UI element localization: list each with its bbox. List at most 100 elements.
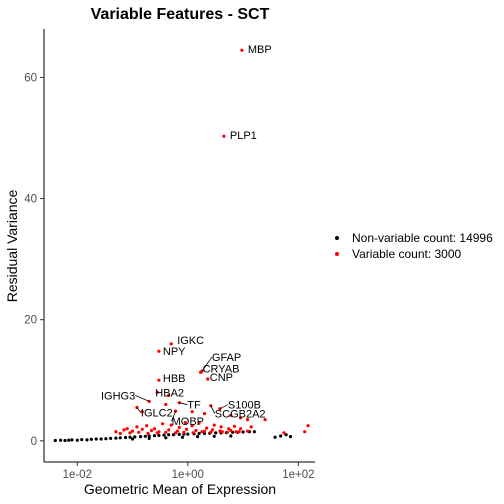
point-1-67 — [218, 429, 222, 433]
point-0-8 — [89, 437, 93, 441]
point-1-25 — [145, 424, 149, 428]
point-1-28 — [169, 423, 173, 427]
point-1-65 — [200, 430, 204, 434]
gene-label-scgb2a2: SCGB2A2 — [215, 409, 266, 421]
x-tick-label-0: 1e-02 — [63, 469, 92, 481]
point-1-64 — [191, 431, 195, 435]
legend-label-1: Variable count: 3000 — [352, 247, 462, 261]
point-1-19 — [202, 412, 207, 416]
point-1-52 — [220, 430, 224, 434]
gene-label-npy: NPY — [163, 346, 186, 358]
legend-label-0: Non-variable count: 14996 — [352, 231, 493, 245]
point-0-17 — [133, 435, 137, 439]
point-1-9 — [167, 393, 171, 397]
point-1-26 — [152, 427, 157, 431]
x-tick-label-2: 1e+02 — [282, 469, 314, 481]
x-axis-ticks: 1e-02 1e+00 1e+02 — [63, 462, 315, 481]
point-1-35 — [219, 425, 223, 429]
point-1-24 — [135, 425, 139, 429]
point-0-50 — [284, 433, 288, 437]
point-1-21 — [239, 416, 243, 420]
point-1-22 — [245, 418, 250, 422]
gene-label-hba2: HBA2 — [155, 387, 184, 399]
point-0-43 — [164, 436, 168, 440]
point-1-13 — [209, 404, 213, 408]
point-1-51 — [210, 428, 215, 432]
label-leader-10 — [210, 405, 216, 414]
point-1-50 — [202, 429, 207, 433]
point-1-44 — [149, 428, 154, 433]
point-1-29 — [177, 425, 181, 430]
point-1-33 — [205, 426, 209, 430]
point-0-26 — [177, 432, 181, 436]
point-1-49 — [194, 428, 198, 433]
point-1-73 — [303, 430, 307, 434]
y-tick-label-2: 40 — [24, 194, 37, 206]
point-1-12 — [177, 401, 181, 405]
point-0-46 — [212, 434, 216, 438]
point-1-48 — [185, 427, 189, 431]
series-0 — [53, 430, 293, 443]
point-1-7 — [157, 378, 161, 382]
point-1-60 — [155, 431, 159, 435]
x-axis-title: Geometric Mean of Expression — [84, 481, 276, 497]
gene-label-gfap: GFAP — [212, 352, 241, 364]
point-1-43 — [140, 427, 144, 431]
point-1-18 — [190, 410, 194, 414]
point-0-51 — [288, 435, 293, 439]
point-0-11 — [104, 437, 108, 441]
point-0-21 — [152, 434, 157, 438]
gene-label-hbb: HBB — [163, 373, 186, 385]
gene-label-cryab: CRYAB — [203, 363, 240, 375]
label-leader-11 — [135, 395, 150, 402]
point-1-3 — [157, 349, 161, 353]
point-1-23 — [125, 427, 129, 431]
point-1-66 — [209, 430, 213, 434]
point-1-27 — [161, 422, 165, 426]
point-0-22 — [157, 433, 161, 437]
point-1-55 — [245, 429, 250, 433]
point-1-53 — [229, 428, 233, 433]
point-1-46 — [167, 428, 171, 432]
point-0-40 — [252, 430, 256, 434]
point-1-71 — [282, 431, 286, 435]
point-1-30 — [183, 421, 187, 425]
gene-label-mbp: MBP — [248, 44, 272, 56]
point-1-72 — [306, 424, 310, 428]
point-0-0 — [53, 438, 57, 443]
label-leader-13 — [136, 407, 142, 413]
point-1-34 — [212, 423, 216, 427]
point-0-24 — [167, 433, 171, 437]
gene-label-ighg3: IGHG3 — [101, 390, 135, 402]
point-1-39 — [249, 425, 253, 429]
gene-label-tf: TF — [187, 400, 201, 412]
label-leader-12 — [219, 404, 229, 410]
legend-key-1 — [335, 252, 339, 256]
legend-key-0 — [335, 236, 339, 240]
point-0-30 — [197, 431, 201, 436]
point-0-42 — [147, 436, 151, 440]
point-0-41 — [130, 437, 135, 441]
gene-label-s100b: S100B — [228, 400, 261, 412]
point-1-37 — [232, 424, 237, 428]
point-1-58 — [137, 430, 141, 434]
label-leader-9 — [179, 402, 188, 406]
y-axis-title: Residual Variance — [4, 190, 20, 303]
point-1-1 — [222, 134, 226, 138]
gene-label-igkc: IGKC — [177, 335, 204, 347]
point-1-41 — [122, 428, 126, 432]
point-0-15 — [124, 435, 128, 440]
point-0-20 — [147, 434, 151, 438]
point-0-45 — [196, 435, 200, 439]
point-0-49 — [279, 434, 283, 438]
y-axis-ticks: 0 20 40 60 — [24, 72, 44, 448]
point-0-23 — [162, 433, 166, 437]
point-1-54 — [237, 430, 241, 434]
point-0-47 — [229, 434, 233, 438]
point-1-56 — [118, 431, 122, 436]
point-1-70 — [263, 418, 267, 422]
point-1-36 — [227, 427, 231, 431]
point-0-3 — [67, 438, 71, 442]
